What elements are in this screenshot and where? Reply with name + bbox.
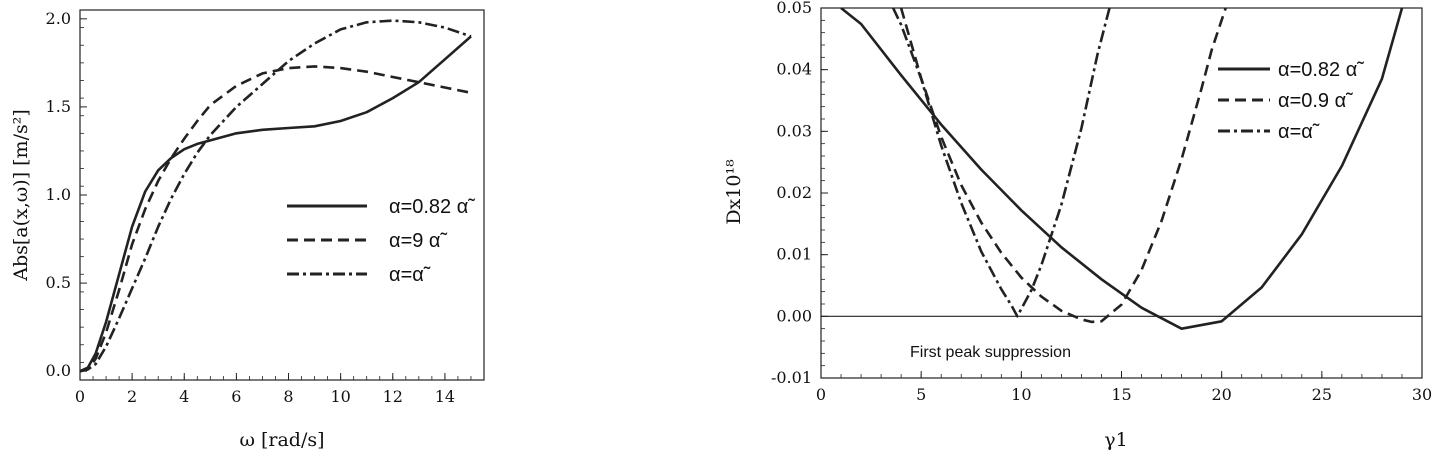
x-tick-label: 0 xyxy=(75,387,85,406)
right-ticks: 0 5 10 15 20 25 30 -0.01 0.00 0.01 0.02 0.03 0.04 0.0… xyxy=(771,0,1432,404)
y-tick-label: 0.02 xyxy=(776,183,812,202)
left-y-axis-label: Abs[a(x,ω)] [m/s²] xyxy=(10,109,32,282)
left-legend: α=0.82 α̃ α=9 α̃ α=α̃ xyxy=(287,196,475,286)
x-tick-label: 25 xyxy=(1312,385,1332,404)
x-tick-label: 30 xyxy=(1412,385,1432,404)
y-tick-label: 0.05 xyxy=(776,0,812,17)
y-tick-label: 2.0 xyxy=(46,9,71,28)
x-tick-label: 2 xyxy=(127,387,137,406)
legend-entry: α=0.82 α̃ xyxy=(1278,59,1364,81)
right-annotation: First peak suppression xyxy=(910,344,1071,361)
x-tick-label: 20 xyxy=(1211,385,1231,404)
legend-entry: α=9 α̃ xyxy=(389,230,447,252)
x-tick-label: 0 xyxy=(816,385,826,404)
series-line-solid xyxy=(840,8,1404,331)
legend-entry: α=0.82 α̃ xyxy=(389,196,475,218)
y-tick-label: 0.04 xyxy=(776,60,812,79)
legend-entry: α=α̃ xyxy=(1278,121,1320,143)
x-tick-label: 10 xyxy=(330,387,350,406)
x-tick-label: 15 xyxy=(1111,385,1131,404)
x-tick-label: 14 xyxy=(435,387,455,406)
series-line-dashdot xyxy=(891,8,1111,318)
x-tick-label: 10 xyxy=(1011,385,1031,404)
y-tick-label: 0.5 xyxy=(46,273,71,292)
left-x-axis-label: ω [rad/s] xyxy=(239,429,324,451)
left-ticks: 0 2 4 6 8 10 12 14 0.0 0.5 1.0 1.5 2.0 xyxy=(46,9,485,406)
right-legend: α=0.82 α̃ α=0.9 α̃ α=α̃ xyxy=(1218,59,1364,143)
y-tick-label: 0.00 xyxy=(776,306,812,325)
x-tick-label: 5 xyxy=(916,385,926,404)
y-tick-label: 1.0 xyxy=(46,185,71,204)
left-series-lines xyxy=(80,19,472,373)
legend-entry: α=0.9 α̃ xyxy=(1278,90,1353,112)
right-chart: 0 5 10 15 20 25 30 -0.01 0.00 0.01 0.02 0.03 0.04 0.0… xyxy=(723,0,1432,451)
legend-entry: α=α̃ xyxy=(389,264,431,286)
y-tick-label: 1.5 xyxy=(46,97,71,116)
series-line-dashed xyxy=(80,65,472,373)
x-tick-label: 4 xyxy=(179,387,189,406)
y-tick-label: 0.01 xyxy=(776,245,812,264)
left-chart: 0 2 4 6 8 10 12 14 0.0 0.5 1.0 1.5 2.0 α=0.82 α̃ α=9 … xyxy=(10,9,485,451)
y-tick-label: 0.0 xyxy=(46,361,71,380)
right-x-axis-label: γ1 xyxy=(1104,429,1127,451)
y-tick-label: -0.01 xyxy=(771,368,812,387)
x-tick-label: 8 xyxy=(283,387,293,406)
x-tick-label: 6 xyxy=(231,387,241,406)
right-y-axis-label: Dx10¹⁸ xyxy=(723,159,745,225)
series-line-dashed xyxy=(899,8,1227,324)
y-tick-label: 0.03 xyxy=(776,121,812,140)
right-series-lines xyxy=(840,8,1404,331)
x-tick-label: 12 xyxy=(383,387,403,406)
series-line-dashdot xyxy=(80,19,472,373)
